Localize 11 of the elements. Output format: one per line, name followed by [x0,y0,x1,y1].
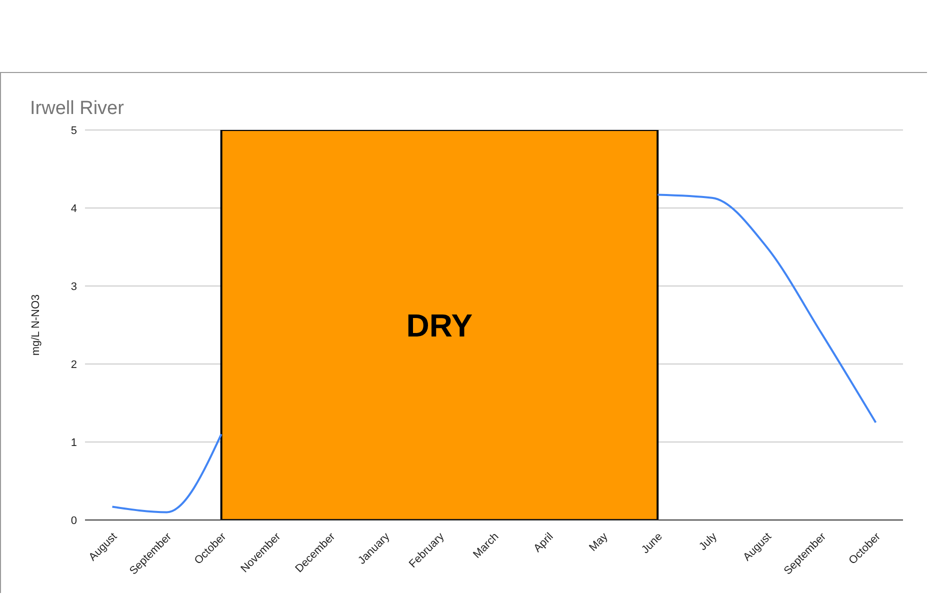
band-label: DRY [406,307,473,344]
y-tick-label: 2 [70,358,77,371]
y-tick-label: 3 [70,280,77,293]
y-axis-title: mg/L N-NO3 [30,294,42,356]
x-tick-label: July [697,530,720,554]
y-tick-label: 5 [70,124,77,137]
chart-title: Irwell River [30,98,124,120]
y-tick-label: 1 [70,436,77,449]
x-tick-label: May [587,530,611,554]
y-tick-label: 4 [70,202,77,215]
y-tick-label: 0 [70,514,77,527]
